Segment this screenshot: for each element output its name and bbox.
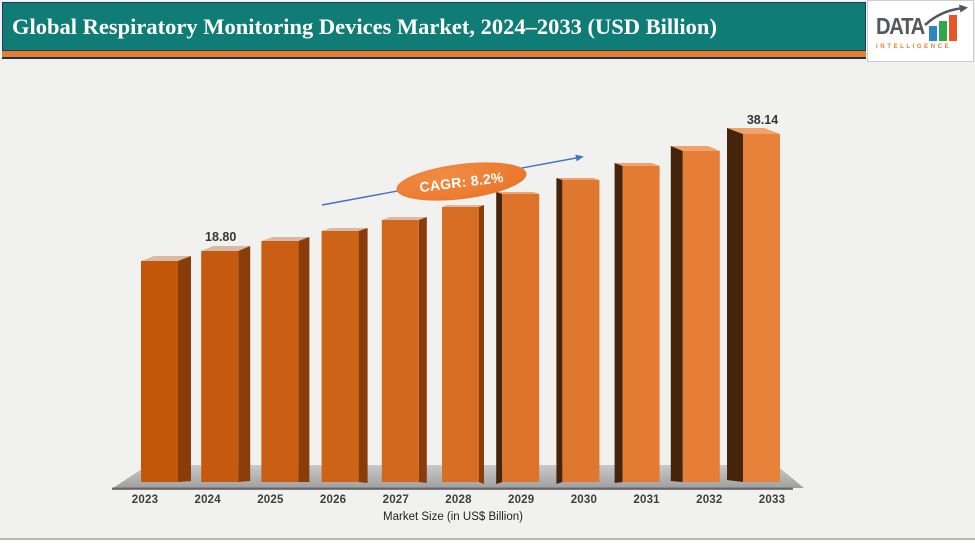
bar-front-face [502, 194, 540, 482]
x-tick-2027: 2027 [382, 494, 409, 506]
x-tick-2033: 2033 [758, 494, 786, 506]
bar-side-face [358, 228, 368, 483]
header: Global Respiratory Monitoring Devices Ma… [2, 2, 866, 51]
bar-top-face [727, 128, 780, 134]
bar-2033 [727, 128, 780, 482]
bar-top-face [670, 146, 720, 151]
bar-2026 [321, 228, 368, 483]
data-label-2024: 18.80 [205, 230, 237, 244]
bar-top-face [381, 217, 427, 220]
bar-front-face [682, 151, 720, 482]
header-accent-strip [2, 51, 866, 59]
x-tick-2031: 2031 [633, 494, 660, 506]
bar-side-face [479, 205, 484, 484]
x-tick-2024: 2024 [194, 494, 221, 506]
logo-bar-blue-icon [929, 26, 937, 41]
bar-front-face [622, 166, 660, 482]
bar-top-face [496, 192, 540, 194]
bar-2030 [556, 178, 600, 484]
logo-brand-text: DATA [876, 13, 925, 39]
logo-bar-orange-icon [949, 15, 957, 41]
page-title: Global Respiratory Monitoring Devices Ma… [12, 13, 717, 39]
bar-2029 [496, 192, 540, 484]
bar-front-face [201, 251, 239, 482]
bar-top-face [442, 205, 484, 207]
bar-top-face [201, 246, 251, 251]
bar-front-face [261, 241, 299, 482]
x-tick-2028: 2028 [445, 494, 472, 506]
bar-top-face [321, 228, 368, 231]
logo-subtitle-text: INTELLIGENCE [876, 44, 952, 50]
bar-side-face [614, 163, 623, 483]
bar-2031 [614, 163, 660, 483]
bar-side-face [418, 217, 427, 483]
bar-top-face [261, 237, 310, 241]
bar-top-face [614, 163, 660, 166]
bar-2032 [670, 146, 720, 482]
bar-2025 [261, 237, 310, 482]
bar-side-face [178, 256, 191, 482]
logo-bar-green-icon [939, 21, 947, 41]
x-tick-2026: 2026 [319, 494, 347, 506]
bar-front-face [743, 134, 780, 482]
x-tick-2029: 2029 [507, 494, 535, 506]
bar-2027 [381, 217, 427, 483]
bar-side-face [727, 128, 743, 482]
logo-growth-arrow-icon [924, 4, 968, 26]
brand-logo: DATA INTELLIGENCE [867, 0, 974, 62]
bar-front-face [442, 207, 479, 482]
cagr-label: CAGR: 8.2% [418, 168, 505, 195]
trend-arrowhead-icon [575, 154, 584, 162]
bar-side-face [298, 237, 310, 482]
bar-side-face [670, 146, 683, 482]
bar-top-face [556, 178, 600, 180]
bar-front-face [321, 231, 359, 482]
bar-side-face [238, 246, 251, 482]
x-tick-2030: 2030 [570, 494, 598, 506]
x-tick-2025: 2025 [257, 494, 284, 506]
x-tick-2023: 2023 [131, 494, 159, 506]
bar-front-face [381, 220, 419, 482]
bar-2024 [201, 246, 251, 482]
x-tick-2032: 2032 [696, 494, 723, 506]
data-label-2033: 38.14 [746, 113, 779, 127]
bar-top-face [141, 256, 191, 261]
bar-front-face [562, 180, 600, 482]
x-axis-title: Market Size (in US$ Billion) [383, 511, 523, 523]
bar-side-face [496, 192, 503, 484]
x-axis-line [112, 487, 793, 490]
bar-2023 [141, 256, 191, 482]
bar-front-face [141, 261, 178, 482]
bar-side-face [556, 178, 563, 484]
bar-2028 [442, 205, 484, 484]
